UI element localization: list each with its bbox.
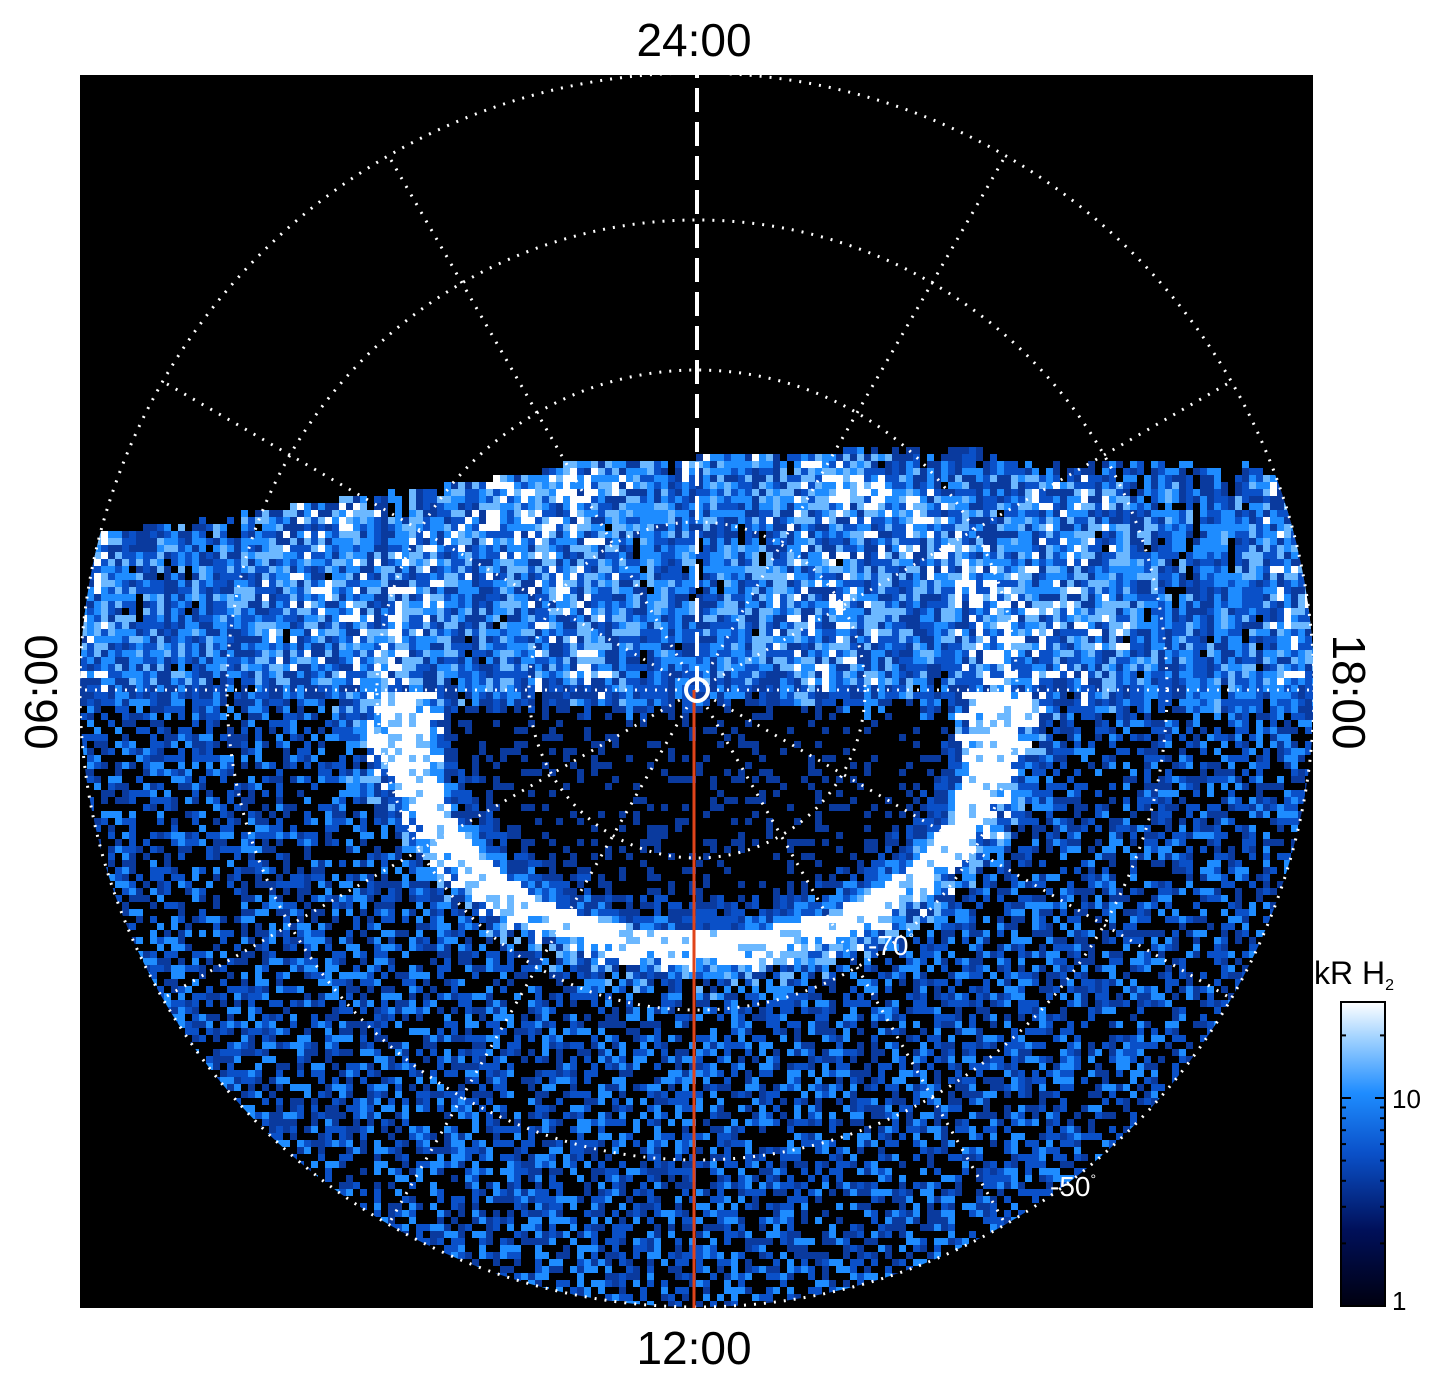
- colorbar-tick-10: 10: [1392, 1084, 1421, 1114]
- colorbar-gradient: [1341, 1002, 1385, 1306]
- colorbar: kR H2 10 1: [1314, 955, 1421, 1316]
- local-time-dusk-label: 18:00: [1323, 634, 1375, 749]
- lat-label-50: -50°: [1050, 1171, 1096, 1202]
- local-time-midnight-label: 24:00: [636, 14, 751, 66]
- colorbar-unit-label: kR H2: [1314, 955, 1394, 994]
- colorbar-tick-1: 1: [1392, 1286, 1406, 1316]
- lat-label-70: -70°: [868, 930, 914, 961]
- local-time-dawn-label: 06:00: [15, 634, 67, 749]
- local-time-noon-label: 12:00: [636, 1322, 751, 1374]
